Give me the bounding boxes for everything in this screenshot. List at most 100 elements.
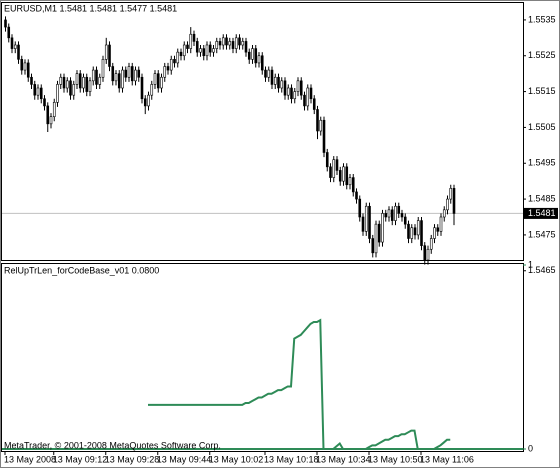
- candle-body: [46, 105, 50, 125]
- candle-body: [260, 55, 264, 71]
- y-tick-label: 1.5535: [528, 14, 556, 24]
- candle-body: [312, 98, 316, 110]
- candle-body: [147, 94, 150, 107]
- candle-body: [98, 76, 102, 85]
- candle-body: [264, 69, 267, 78]
- candle-body: [290, 87, 293, 100]
- bid-label-box: [524, 207, 558, 219]
- y-tick-label: 1: [528, 259, 533, 269]
- indicator-pane: [1, 263, 524, 452]
- candle-body: [195, 41, 199, 53]
- candle-body: [257, 55, 261, 64]
- candle-body: [449, 188, 453, 200]
- candle-body: [4, 19, 7, 28]
- candle-body: [238, 37, 241, 46]
- candle-body: [286, 87, 290, 96]
- indicator-line: [148, 318, 451, 450]
- x-tick-label: 13 May 10:50: [368, 454, 423, 464]
- candle-body: [140, 76, 144, 100]
- candle-body: [329, 166, 332, 178]
- candle-body: [82, 76, 85, 89]
- candle-body: [364, 205, 368, 232]
- candle-body: [381, 213, 384, 243]
- candle-body: [117, 73, 121, 89]
- candle-body: [387, 209, 391, 218]
- candle-body: [332, 159, 336, 178]
- candle-body: [20, 59, 24, 71]
- candle-body: [108, 44, 111, 67]
- candle-body: [299, 80, 303, 96]
- candle-body: [72, 84, 76, 96]
- candle-body: [296, 80, 300, 92]
- candle-body: [280, 80, 284, 89]
- candle-body: [338, 170, 342, 182]
- candle-body: [150, 84, 154, 96]
- candle-body: [23, 62, 27, 71]
- candle-body: [371, 238, 375, 254]
- candle-body: [374, 223, 378, 254]
- candle-body: [351, 177, 355, 193]
- candle-body: [153, 73, 157, 85]
- candle-body: [345, 166, 349, 186]
- candle-body: [169, 59, 173, 71]
- candle-body: [420, 220, 423, 246]
- candle-body: [121, 69, 124, 89]
- candle-body: [397, 205, 401, 214]
- candle-body: [134, 69, 137, 82]
- candle-body: [43, 98, 46, 107]
- candle-body: [244, 41, 248, 53]
- candle-body: [124, 69, 128, 78]
- candle-body: [75, 73, 79, 85]
- copyright: MetaTrader, © 2001-2008 MetaQuotes Softw…: [4, 440, 221, 450]
- y-tick-label: 0: [528, 443, 533, 453]
- candle-body: [85, 76, 89, 92]
- candle-body: [358, 198, 362, 218]
- x-tick-label: 13 May 10:34: [316, 454, 371, 464]
- candle-body: [322, 119, 326, 153]
- candle-body: [104, 44, 108, 60]
- candle-body: [303, 94, 306, 107]
- x-tick-label: 13 May 09:44: [157, 454, 212, 464]
- candle-body: [130, 66, 134, 82]
- candle-body: [394, 205, 397, 221]
- candle-body: [199, 48, 202, 53]
- y-tick-label: 1.5485: [528, 193, 556, 203]
- candle-body: [423, 245, 427, 261]
- candle-body: [49, 116, 53, 125]
- candle-body: [163, 66, 167, 78]
- candle-body: [384, 213, 388, 218]
- main-pane: [1, 2, 524, 261]
- candle-body: [33, 84, 37, 96]
- candle-body: [111, 66, 115, 82]
- candle-body: [39, 87, 43, 100]
- candle-body: [189, 33, 193, 49]
- candle-body: [166, 66, 170, 71]
- candle-body: [270, 69, 274, 85]
- candle-body: [7, 26, 11, 39]
- candle-body: [179, 51, 183, 57]
- candle-body: [426, 248, 430, 261]
- candle-body: [176, 51, 180, 64]
- candle-body: [221, 37, 225, 46]
- candle-body: [433, 227, 436, 239]
- candle-body: [52, 102, 56, 117]
- candle-body: [267, 69, 271, 78]
- y-tick-label: 1.5475: [528, 229, 556, 239]
- candle-body: [400, 213, 404, 218]
- candle-body: [416, 220, 420, 236]
- candle-body: [403, 216, 407, 225]
- candle-body: [429, 238, 433, 250]
- candle-body: [368, 205, 371, 239]
- candle-body: [143, 98, 147, 107]
- y-tick-label: 1.5465: [528, 265, 556, 275]
- candle-body: [160, 76, 163, 89]
- candle-body: [442, 209, 446, 218]
- candle-body: [348, 177, 352, 186]
- candle-body: [56, 84, 59, 103]
- candle-body: [202, 48, 206, 57]
- candle-body: [205, 44, 209, 57]
- candle-body: [78, 73, 82, 89]
- candle-body: [95, 69, 98, 85]
- candle-body: [436, 227, 440, 232]
